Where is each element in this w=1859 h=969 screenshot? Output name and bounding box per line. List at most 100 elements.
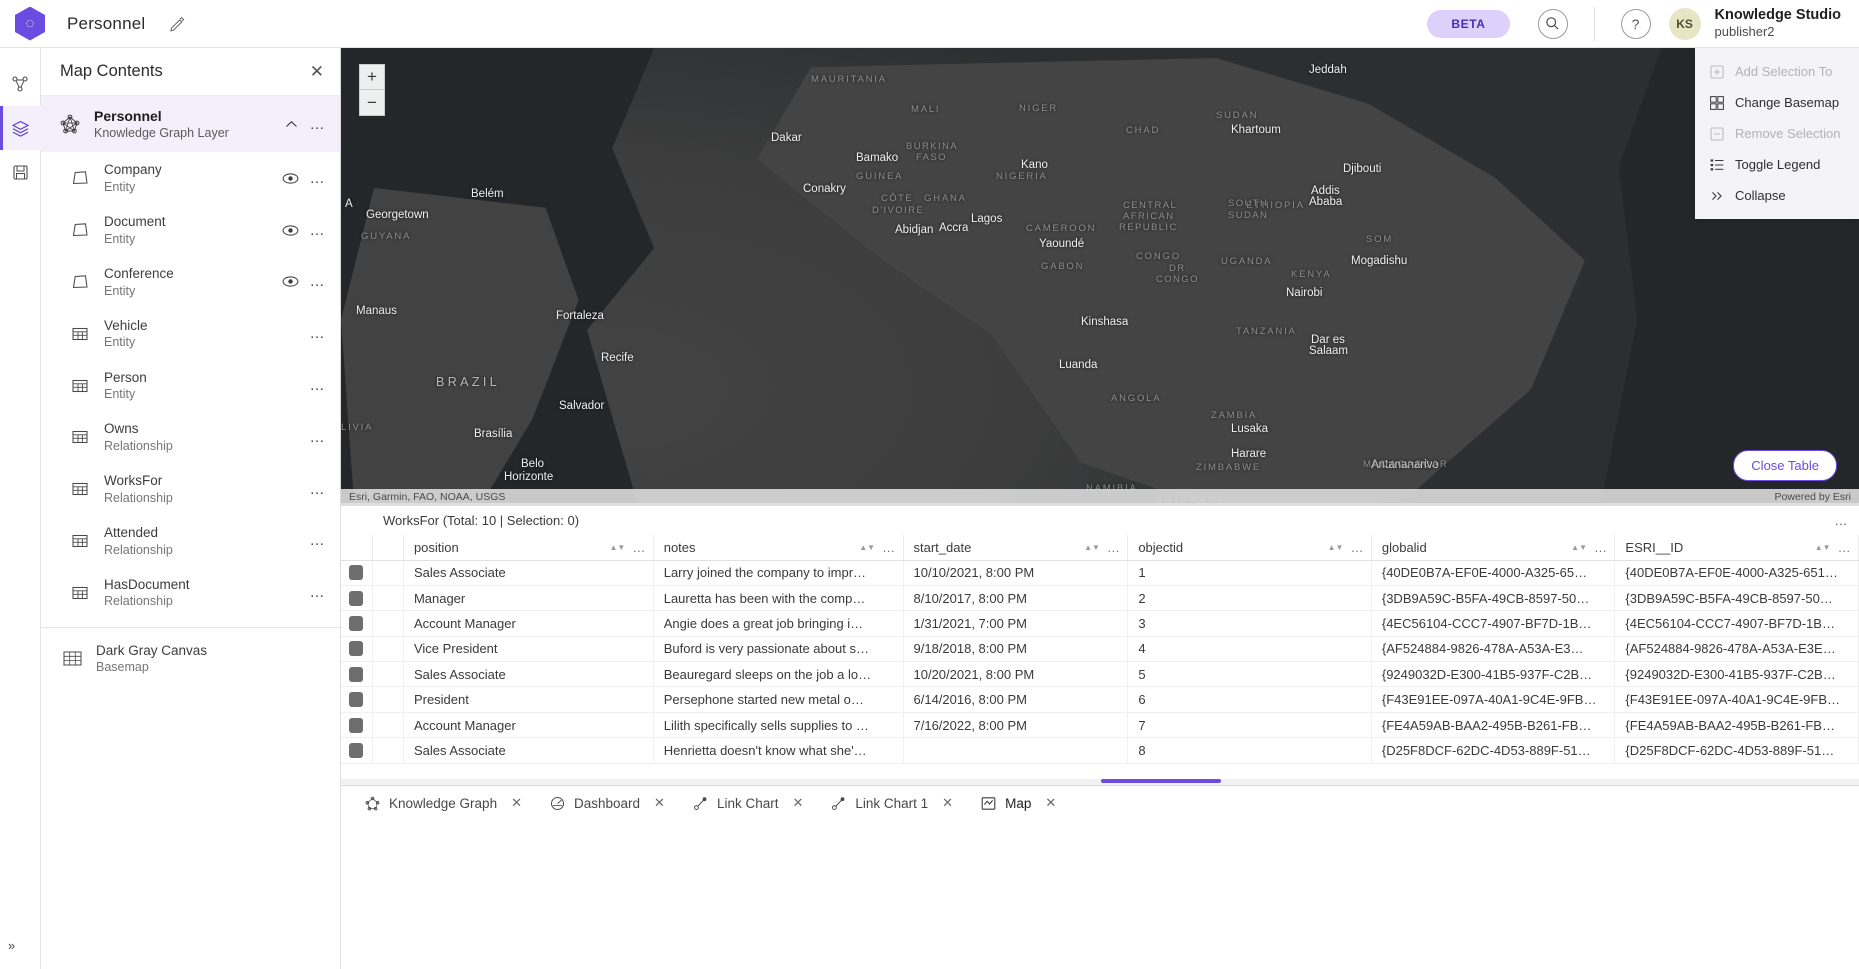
column-header-position[interactable]: position ▲▼… (403, 535, 654, 561)
row-select-box[interactable] (349, 590, 364, 606)
row-select-cell[interactable] (341, 661, 373, 688)
layer-row-conference[interactable]: Conference Entity… (41, 256, 340, 308)
sort-icon[interactable]: ▲▼ (1571, 542, 1587, 552)
basemap-row[interactable]: Dark Gray Canvas Basemap (41, 628, 340, 690)
menu-item-remove-selection[interactable]: Remove Selection (1695, 118, 1859, 149)
select-all-header[interactable] (341, 535, 373, 561)
column-menu-icon[interactable]: … (1594, 539, 1609, 555)
visibility-eye-icon[interactable] (278, 275, 304, 288)
rail-knowledge-graph-icon[interactable] (0, 62, 41, 106)
layer-row-document[interactable]: Document Entity… (41, 204, 340, 256)
layer-menu-icon[interactable]: … (309, 428, 326, 446)
tab-link-chart[interactable]: Link Chart ✕ (679, 786, 817, 820)
layer-menu-icon[interactable]: … (309, 221, 326, 239)
row-select-cell[interactable] (341, 712, 373, 739)
column-header-globalid[interactable]: globalid ▲▼… (1371, 535, 1616, 561)
column-header-esri__id[interactable]: ESRI__ID ▲▼… (1614, 535, 1859, 561)
layer-menu-icon[interactable]: … (309, 584, 326, 602)
column-menu-icon[interactable]: … (632, 539, 647, 555)
menu-item-collapse[interactable]: Collapse (1695, 180, 1859, 211)
column-menu-icon[interactable]: … (1350, 539, 1365, 555)
close-table-button[interactable]: Close Table (1733, 450, 1837, 481)
tab-close-icon[interactable]: ✕ (792, 795, 804, 810)
column-menu-icon[interactable]: … (882, 539, 897, 555)
beta-badge[interactable]: BETA (1427, 9, 1510, 38)
menu-item-add-selection-to[interactable]: Add Selection To (1695, 56, 1859, 87)
avatar[interactable]: KS (1668, 7, 1701, 40)
row-select-box[interactable] (349, 742, 364, 758)
layer-row-hasdocument[interactable]: HasDocument Relationship… (41, 567, 340, 619)
scrollbar-thumb[interactable] (1101, 779, 1221, 783)
layer-menu-icon[interactable]: … (309, 325, 326, 343)
menu-item-toggle-legend[interactable]: Toggle Legend (1695, 149, 1859, 180)
row-select-cell[interactable] (341, 737, 373, 764)
pencil-icon[interactable] (169, 15, 186, 32)
row-select-box[interactable] (349, 565, 364, 581)
table-row[interactable]: Manager Lauretta has been with the comp… 8… (341, 585, 1859, 612)
layer-menu-icon[interactable]: … (309, 532, 326, 550)
rail-layers-icon[interactable] (0, 106, 41, 150)
sort-icon[interactable]: ▲▼ (1327, 542, 1344, 552)
layer-row-person[interactable]: Person Entity… (41, 360, 340, 412)
chevron-up-icon[interactable] (279, 117, 304, 132)
table-row[interactable]: Sales Associate Larry joined the company … (341, 560, 1859, 586)
rail-save-icon[interactable] (0, 150, 41, 194)
tab-link-chart-1[interactable]: Link Chart 1 ✕ (817, 786, 967, 820)
app-logo[interactable]: ◌ (15, 6, 45, 41)
row-select-cell[interactable] (341, 636, 373, 663)
close-icon[interactable]: ✕ (309, 62, 324, 81)
tab-close-icon[interactable]: ✕ (1045, 795, 1057, 810)
column-header-start_date[interactable]: start_date ▲▼… (903, 535, 1129, 561)
visibility-eye-icon[interactable] (278, 172, 304, 185)
row-select-cell[interactable] (341, 560, 373, 586)
question-mark-icon[interactable]: ? (1620, 8, 1651, 39)
layer-row-owns[interactable]: Owns Relationship… (41, 411, 340, 463)
layer-menu-icon[interactable]: … (309, 169, 326, 187)
column-menu-icon[interactable]: … (1106, 539, 1122, 555)
zoom-out-button[interactable]: − (359, 90, 385, 116)
table-scroll-area[interactable]: position ▲▼… notes ▲▼… start_date ▲▼… objectid… (341, 535, 1859, 784)
sort-icon[interactable]: ▲▼ (859, 542, 876, 552)
layer-menu-icon[interactable]: … (309, 273, 326, 291)
row-select-cell[interactable] (341, 610, 373, 637)
table-row[interactable]: Vice President Buford is very passionate … (341, 636, 1859, 663)
table-row[interactable]: Account Manager Lilith specifically sells… (341, 712, 1859, 739)
table-row[interactable]: Sales Associate Henrietta doesn't know wh… (341, 737, 1859, 764)
row-select-box[interactable] (349, 641, 364, 657)
tab-close-icon[interactable]: ✕ (511, 795, 522, 810)
layer-group-menu-icon[interactable]: … (309, 115, 326, 133)
row-select-box[interactable] (349, 615, 364, 631)
sort-icon[interactable]: ▲▼ (1814, 542, 1831, 552)
sort-icon[interactable]: ▲▼ (1084, 542, 1100, 552)
horizontal-scrollbar[interactable] (341, 779, 1859, 785)
menu-item-change-basemap[interactable]: Change Basemap (1695, 87, 1859, 118)
layer-menu-icon[interactable]: … (309, 377, 326, 395)
tab-close-icon[interactable]: ✕ (654, 795, 665, 810)
visibility-eye-icon[interactable] (278, 224, 304, 237)
table-menu-icon[interactable]: … (1834, 513, 1849, 528)
tab-map[interactable]: Map ✕ (967, 786, 1070, 820)
map-canvas[interactable]: MAURITANIA MALI NIGER CHAD SUDAN Khartoum Jedd… (341, 48, 1859, 503)
layer-row-attended[interactable]: Attended Relationship… (41, 515, 340, 567)
tab-dashboard[interactable]: Dashboard ✕ (536, 786, 679, 820)
layer-row-worksfor[interactable]: WorksFor Relationship… (41, 463, 340, 515)
layer-menu-icon[interactable]: … (309, 480, 326, 498)
row-select-box[interactable] (349, 692, 364, 708)
tab-close-icon[interactable]: ✕ (942, 795, 954, 810)
sort-icon[interactable]: ▲▼ (609, 542, 626, 552)
zoom-in-button[interactable]: + (359, 64, 385, 90)
layer-group-personnel[interactable]: Personnel Knowledge Graph Layer … (41, 96, 340, 153)
search-icon[interactable] (1537, 8, 1568, 39)
table-row[interactable]: President Persephone started new metal o…… (341, 686, 1859, 713)
layer-row-company[interactable]: Company Entity… (41, 152, 340, 204)
column-header-notes[interactable]: notes ▲▼… (653, 535, 904, 561)
table-row[interactable]: Sales Associate Beauregard sleeps on the … (341, 661, 1859, 688)
table-row[interactable]: Account Manager Angie does a great job br… (341, 610, 1859, 637)
row-select-cell[interactable] (341, 585, 373, 612)
row-select-box[interactable] (349, 666, 364, 682)
row-select-box[interactable] (349, 717, 364, 733)
column-header-objectid[interactable]: objectid ▲▼… (1127, 535, 1372, 561)
tab-knowledge-graph[interactable]: Knowledge Graph ✕ (351, 786, 536, 820)
rail-expand-icon[interactable]: » (8, 938, 16, 953)
column-menu-icon[interactable]: … (1837, 539, 1852, 555)
